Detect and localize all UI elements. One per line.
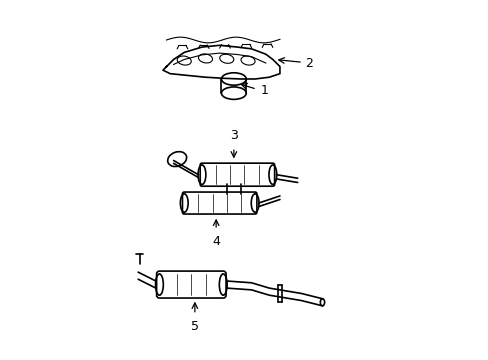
- Text: 1: 1: [260, 84, 268, 97]
- Text: 2: 2: [305, 57, 313, 70]
- Text: 4: 4: [212, 235, 220, 248]
- Text: 5: 5: [190, 320, 199, 333]
- Text: 3: 3: [229, 129, 237, 142]
